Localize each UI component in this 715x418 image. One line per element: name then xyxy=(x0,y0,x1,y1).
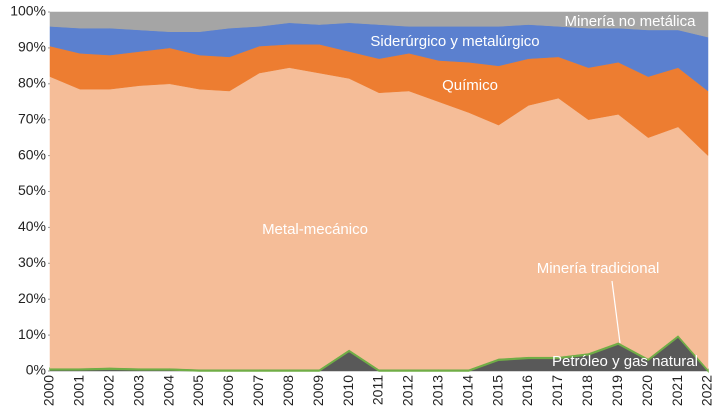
y-tick-label: 10% xyxy=(18,326,46,342)
series-label: Minería no metálica xyxy=(565,13,697,30)
series-label: Siderúrgico y metalúrgico xyxy=(370,33,539,50)
series-label: Minería tradicional xyxy=(537,260,660,277)
x-tick-label: 2002 xyxy=(101,375,117,406)
area xyxy=(49,11,709,38)
x-tick-label: 2019 xyxy=(609,375,625,406)
y-tick-label: 0% xyxy=(26,362,46,378)
x-tick-label: 2007 xyxy=(250,375,266,406)
leader-line xyxy=(611,280,621,344)
x-tick-label: 2011 xyxy=(370,375,386,405)
y-tick-label: 20% xyxy=(18,290,46,306)
x-tick-label: 2017 xyxy=(549,375,565,406)
x-tick-label: 2016 xyxy=(519,375,535,406)
x-tick-label: 2000 xyxy=(41,375,57,406)
y-tick-label: 100% xyxy=(10,3,46,19)
x-tick-label: 2010 xyxy=(340,375,356,406)
series-label: Petróleo y gas natural xyxy=(552,353,698,370)
y-tick-label: 80% xyxy=(18,75,46,91)
y-tick-label: 90% xyxy=(18,39,46,55)
x-tick-label: 2009 xyxy=(310,375,326,406)
y-tick-label: 40% xyxy=(18,218,46,234)
x-tick-label: 2021 xyxy=(669,375,685,406)
x-tick-label: 2006 xyxy=(220,375,236,406)
x-tick-label: 2008 xyxy=(280,375,296,406)
series-label: Químico xyxy=(442,77,498,94)
y-tick-label: 50% xyxy=(18,182,46,198)
x-tick-label: 2015 xyxy=(489,375,505,406)
x-tick-label: 2022 xyxy=(699,375,715,406)
y-tick-label: 70% xyxy=(18,110,46,126)
x-tick-label: 2004 xyxy=(160,375,176,406)
x-tick-label: 2001 xyxy=(71,375,87,406)
x-tick-label: 2014 xyxy=(459,375,475,406)
series-label: Metal-mecánico xyxy=(262,221,368,238)
y-tick-label: 30% xyxy=(18,254,46,270)
x-tick-label: 2013 xyxy=(430,375,446,406)
x-tick-label: 2012 xyxy=(400,375,416,406)
x-tick-label: 2018 xyxy=(579,375,595,406)
x-tick-label: 2003 xyxy=(130,375,146,406)
y-tick-label: 60% xyxy=(18,146,46,162)
x-tick-label: 2020 xyxy=(639,375,655,406)
x-tick-label: 2005 xyxy=(190,375,206,406)
